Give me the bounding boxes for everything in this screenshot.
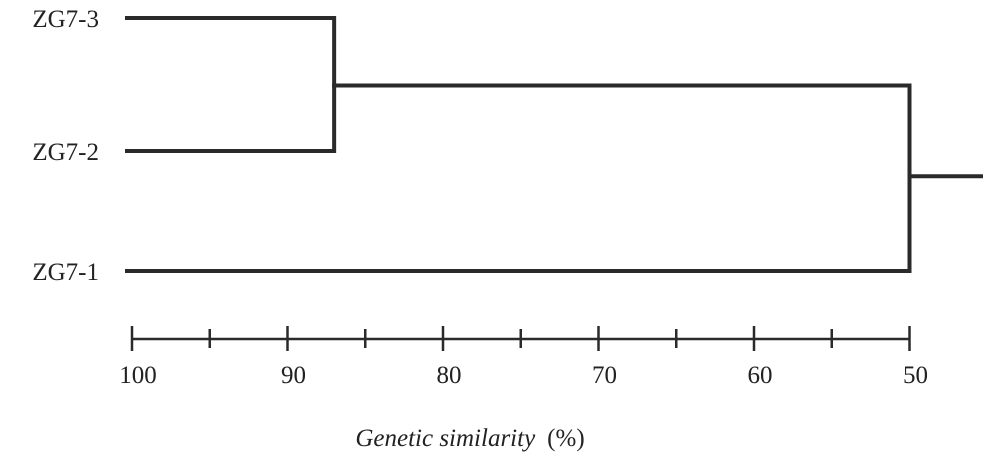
tick-label-80: 80 bbox=[437, 362, 462, 389]
tick-label-90: 90 bbox=[281, 362, 306, 389]
axis-title: Genetic similarity (%) bbox=[355, 425, 584, 452]
similarity-axis: 100 90 80 70 60 50 bbox=[119, 326, 928, 389]
dendrogram-branches bbox=[125, 16, 983, 273]
axis-title-text: Genetic similarity bbox=[355, 425, 536, 452]
tick-label-50: 50 bbox=[903, 362, 928, 389]
tick-label-60: 60 bbox=[748, 362, 773, 389]
leaf-label-zg7-2: ZG7-2 bbox=[32, 139, 99, 166]
branch-zg7-3-zg7-2 bbox=[125, 16, 337, 153]
tick-label-70: 70 bbox=[592, 362, 617, 389]
leaf-label-zg7-1: ZG7-1 bbox=[32, 259, 99, 286]
leaf-labels: ZG7-3 ZG7-2 ZG7-1 bbox=[32, 6, 99, 286]
tick-label-100: 100 bbox=[119, 362, 157, 389]
axis-title-unit: (%) bbox=[547, 425, 584, 452]
leaf-label-zg7-3: ZG7-3 bbox=[32, 6, 99, 33]
axis-tick-labels: 100 90 80 70 60 50 bbox=[119, 362, 928, 389]
axis-ticks bbox=[130, 326, 911, 351]
branch-cluster-zg7-1 bbox=[125, 83, 912, 273]
